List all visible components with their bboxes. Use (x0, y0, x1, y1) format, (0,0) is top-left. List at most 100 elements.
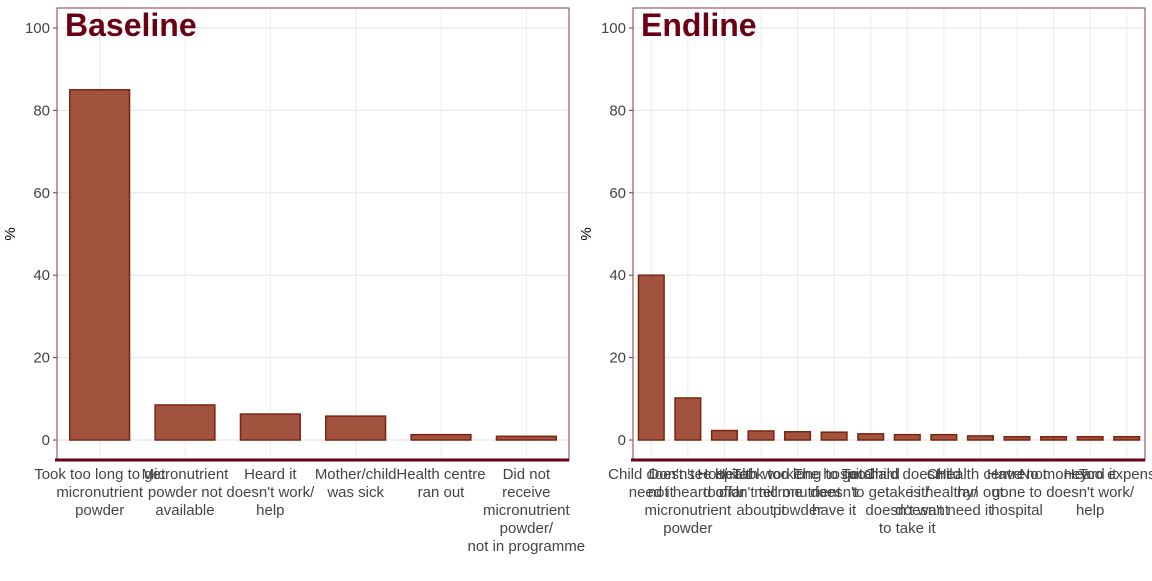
label-line: is healthy/ (910, 484, 978, 501)
y-tick-label: 0 (42, 432, 50, 449)
bar (1076, 435, 1104, 441)
label-line: micronutrient (754, 484, 842, 501)
label-line: need it (629, 484, 675, 501)
label-line: hospital (991, 502, 1043, 519)
y-axis-label: % (578, 227, 595, 240)
label-line: to get (852, 484, 890, 501)
x-tick-label: The hospital doesn't have it (793, 466, 875, 519)
label-line: doesn't need it (895, 502, 993, 519)
label-line: doesn't work/ (1046, 484, 1135, 501)
label-line: powder (663, 520, 712, 537)
label-line: about it (736, 502, 786, 519)
label-line: micronutrient (56, 484, 144, 501)
label-line: Took too long to get (732, 466, 864, 483)
x-tick-label: Too expensive (1079, 466, 1152, 483)
y-tick-label: 40 (33, 267, 50, 284)
y-tick-label: 20 (33, 350, 50, 367)
bar (857, 433, 885, 441)
label-line: ran out (418, 484, 466, 501)
bar (930, 433, 958, 441)
y-axis-label: % (2, 227, 19, 240)
bar (784, 431, 812, 441)
label-line: was sick (326, 484, 384, 501)
label-line: Health worker (715, 466, 808, 483)
y-tick-label: 20 (609, 350, 626, 367)
label-line: micronutrient (645, 502, 733, 519)
label-line: The hospital (793, 466, 875, 483)
x-tick-label: Health worker didn't tell me about it (715, 466, 808, 519)
x-tick-label: Heard it doesn't work/help (1046, 466, 1135, 519)
bar (154, 404, 216, 441)
bar (747, 430, 775, 441)
label-line: Child doesn't (864, 466, 951, 483)
label-line: receive (502, 484, 550, 501)
y-tick-label: 0 (618, 432, 626, 449)
bar (674, 397, 702, 441)
x-tick-label: No money (1019, 466, 1088, 483)
label-line: Don't see it/ (648, 466, 728, 483)
y-tick-label: 80 (33, 102, 50, 119)
bar (1040, 435, 1068, 441)
y-tick-label: 80 (609, 102, 626, 119)
label-line: Child doesn't (608, 466, 695, 483)
bar (966, 435, 994, 441)
label-line: help (1076, 502, 1104, 519)
label-line: didn't tell me (719, 484, 803, 501)
label-line: take it/ (885, 484, 930, 501)
x-tick-label: Heard it doesn't work/help (226, 466, 315, 519)
label-line: Hospital (697, 466, 751, 483)
label-line: Too expensive (1079, 466, 1152, 483)
label-line: No money (1019, 466, 1088, 483)
x-tick-label: Micronutrient powder not available (142, 466, 230, 519)
y-tick-label: 100 (601, 20, 626, 37)
x-tick-label: Child is healthy/doesn't need it (895, 466, 993, 519)
x-tick-label: Too hard to get (842, 466, 900, 501)
label-line: Health centre (396, 466, 485, 483)
bar (239, 413, 301, 441)
label-line: powder not (148, 484, 223, 501)
x-tick-label: Health centre ran out (936, 466, 1025, 501)
bar (495, 435, 557, 441)
label-line: powder/ (500, 520, 554, 537)
bar (710, 429, 738, 441)
bar (1003, 435, 1031, 441)
label-line: powder (75, 502, 124, 519)
label-line: to take it (879, 520, 937, 537)
label-line: Micronutrient (142, 466, 230, 483)
bar (637, 274, 665, 441)
label-line: not heard of (648, 484, 729, 501)
label-line: Child (927, 466, 961, 483)
label-line: Did not (503, 466, 551, 483)
label-line: Took too long to get (34, 466, 166, 483)
bar (69, 89, 131, 441)
bar (893, 433, 921, 441)
y-tick-label: 60 (609, 185, 626, 202)
label-line: doesn't (810, 484, 859, 501)
x-tick-label: Child doesn't take it/doesn't want to take… (864, 466, 951, 537)
label-line: Heard it (244, 466, 297, 483)
bar (1113, 435, 1141, 441)
x-tick-label: Have not gone to hospital (987, 466, 1048, 519)
label-line: Heard it (1064, 466, 1117, 483)
label-line: gone to (992, 484, 1042, 501)
label-line: help (256, 502, 284, 519)
label-line: doesn't work/ (226, 484, 315, 501)
plot-background (57, 8, 569, 460)
label-line: Too hard (842, 466, 900, 483)
label-line: ran out (957, 484, 1005, 501)
label-line: Have not (987, 466, 1048, 483)
label-line: Health centre (936, 466, 1025, 483)
y-tick-label: 60 (33, 185, 50, 202)
label-line: micronutrient (483, 502, 571, 519)
x-tick-label: Hospital too far (697, 466, 751, 501)
label-line: have it (812, 502, 857, 519)
label-line: Mother/child (315, 466, 397, 483)
label-line: too far (703, 484, 746, 501)
panel-title: Baseline (65, 7, 197, 43)
panel-title: Endline (641, 7, 757, 43)
x-tick-label: Health centre ran out (396, 466, 485, 501)
label-line: doesn't want (865, 502, 950, 519)
bar (820, 431, 848, 441)
